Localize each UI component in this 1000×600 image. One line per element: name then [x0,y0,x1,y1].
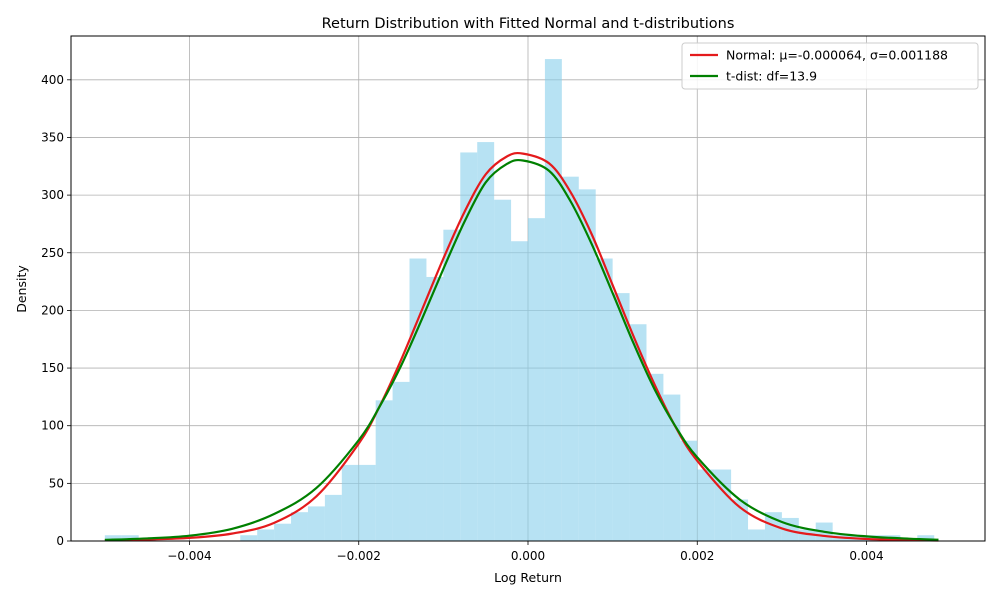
histogram-bar [324,494,342,541]
x-tick-label: 0.000 [511,549,545,563]
histogram-bar [544,59,562,542]
legend-entry-label: Normal: μ=-0.000064, σ=0.001188 [726,48,948,63]
histogram-bar [697,469,715,541]
histogram-bar [595,258,613,541]
histogram-bar [629,324,647,541]
histogram-bar [460,152,478,541]
y-tick-label: 300 [41,188,64,202]
y-axis-label: Density [14,265,29,313]
histogram-bar [917,535,935,541]
y-axis-ticks: 0 50 100 150 200 250 300 350 400 [41,73,71,548]
histogram-bar [274,523,292,541]
legend-box [681,42,979,90]
histogram-bar [561,176,579,541]
legend-entry-label: t-dist: df=13.9 [726,69,817,84]
histogram-bar [612,293,630,541]
chart-title: Return Distribution with Fitted Normal a… [322,16,735,32]
histogram-bar [240,535,258,541]
x-tick-label: −0.004 [167,549,211,563]
histogram-bar [494,199,512,541]
histogram-bar [511,241,528,541]
histogram-bar [477,142,495,541]
histogram-bar [714,469,732,541]
y-tick-label: 150 [41,361,64,375]
y-tick-label: 100 [41,419,64,433]
x-tick-label: −0.002 [337,549,381,563]
histogram-bar [443,229,461,542]
x-tick-label: 0.004 [849,549,883,563]
t-dist-fit-line [104,158,939,541]
histogram-bar [663,394,681,541]
histogram-bar [104,535,122,541]
histogram-bar [341,464,359,541]
y-tick-label: 50 [49,476,64,490]
histogram-bar [866,535,884,541]
histogram-bar [748,529,765,541]
histogram-bar [257,529,275,541]
histogram-bar [291,512,308,541]
y-tick-label: 250 [41,246,64,260]
y-tick-label: 400 [41,73,64,87]
y-tick-label: 350 [41,130,64,144]
histogram-bar [358,464,376,541]
x-tick-label: 0.002 [680,549,714,563]
histogram-bars [104,59,935,542]
y-tick-label: 200 [41,303,64,317]
y-tick-label: 0 [56,534,64,548]
chart-legend: Normal: μ=-0.000064, σ=0.001188 t-dist: d… [681,42,979,90]
histogram-bar [646,373,664,541]
histogram-bar [392,381,410,541]
x-axis-ticks: −0.004 −0.002 0.000 0.002 0.004 [167,541,884,563]
histogram-bar [578,189,596,542]
histogram-bar [375,400,393,541]
histogram-bar [680,440,698,541]
fitted-curves [104,151,939,542]
x-axis-label: Log Return [494,570,562,585]
histogram-bar [528,218,545,541]
histogram-bar [798,529,816,541]
histogram-bar [307,506,325,541]
normal-fit-line [104,151,939,542]
histogram-bar [426,276,444,541]
histogram-bar [409,258,427,541]
